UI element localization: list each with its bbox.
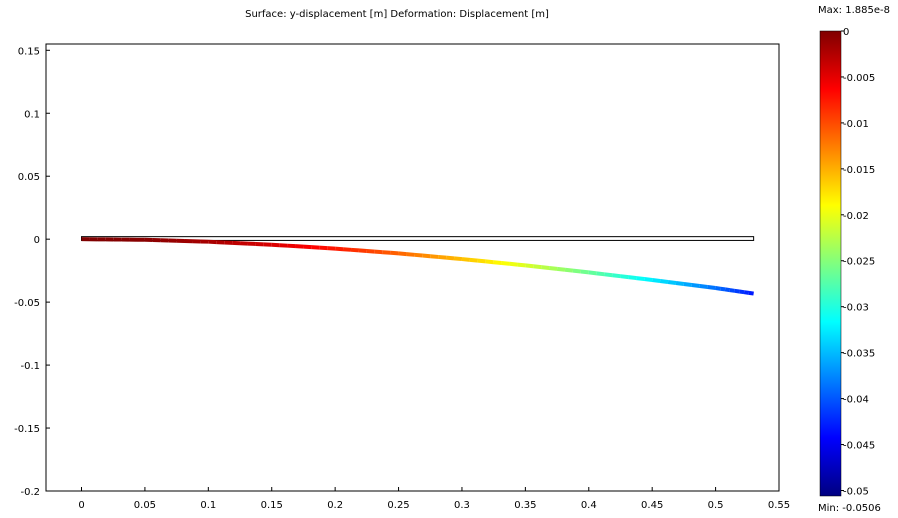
colorbar-tick-label: -0.01 <box>843 119 869 130</box>
y-tick-label: 0.05 <box>18 172 40 183</box>
beam-segment <box>580 269 589 275</box>
y-tick-label: -0.2 <box>20 487 40 498</box>
beam-segment <box>485 259 494 265</box>
beam-segment <box>612 273 621 279</box>
beam-segment <box>350 247 360 253</box>
beam-segment <box>334 246 344 252</box>
x-tick-label: 0.55 <box>768 500 790 511</box>
colorbar-tick-label: -0.025 <box>843 257 875 268</box>
beam-segment <box>707 285 716 291</box>
colorbar-max-label: Max: 1.885e-8 <box>818 5 890 16</box>
y-tick-label: -0.15 <box>14 424 40 435</box>
beam-segment <box>720 286 726 292</box>
beam-segment <box>540 265 550 270</box>
beam-segment <box>748 290 754 296</box>
beam-segment <box>469 257 479 263</box>
beam-segment <box>564 267 574 273</box>
beam-segment <box>724 287 731 293</box>
beam-segment <box>422 253 431 259</box>
beam-segment <box>493 260 502 265</box>
beam-segment <box>604 272 613 278</box>
beam-segment <box>548 266 558 271</box>
undeformed-outline <box>81 236 755 241</box>
x-tick-label: 0.45 <box>641 500 663 511</box>
beam-segment <box>414 252 423 258</box>
beam-segment <box>438 254 447 260</box>
colorbar-tick-label: -0.03 <box>843 303 869 314</box>
beam-segment <box>729 288 735 293</box>
beam-segment <box>445 255 455 261</box>
colorbar-tick-label: 0 <box>843 27 849 38</box>
deformed-beam <box>81 237 754 296</box>
colorbar-ticks: 0 -0.005 -0.01 -0.015 -0.02 -0.025 -0.03 -0.035… <box>841 27 875 497</box>
beam-segment <box>556 266 566 272</box>
beam-segment <box>572 268 582 274</box>
beam-segment <box>342 247 352 252</box>
beam-segment <box>533 264 542 270</box>
beam-segment <box>739 289 745 295</box>
x-tick-label: 0.5 <box>708 500 724 511</box>
beam-segment <box>358 248 367 253</box>
colorbar-tick-label: -0.05 <box>843 486 869 497</box>
x-tick-label: 0.2 <box>327 500 343 511</box>
y-tick-label: 0.1 <box>24 109 40 120</box>
colorbar-tick-label: -0.02 <box>843 211 869 222</box>
colorbar-tick-label: -0.04 <box>843 395 869 406</box>
beam-segment <box>667 279 677 285</box>
colorbar <box>819 30 842 497</box>
colorbar-tick-label: -0.035 <box>843 349 875 360</box>
beam-segment <box>596 271 605 277</box>
colorbar-tick-label: -0.045 <box>843 441 875 452</box>
beam-segment <box>366 249 375 254</box>
y-tick-label: -0.05 <box>14 298 40 309</box>
y-tick-label: -0.1 <box>20 361 40 372</box>
beam-segment <box>588 270 597 276</box>
beam-segment <box>691 283 700 288</box>
beam-segment <box>699 284 708 290</box>
beam-segment <box>374 249 383 255</box>
x-tick-label: 0.35 <box>514 500 536 511</box>
x-axis: 0 0.05 0.1 0.15 0.2 0.25 0.3 0.35 0.4 0.45 0.5 0.55 <box>78 487 790 511</box>
colorbar-tick-label: -0.005 <box>843 73 875 84</box>
beam-segment <box>390 250 399 256</box>
x-tick-label: 0.3 <box>454 500 470 511</box>
x-tick-label: 0.1 <box>200 500 216 511</box>
beam-segment <box>675 281 685 286</box>
beam-segment <box>406 252 415 257</box>
beam-segment <box>651 277 661 283</box>
beam-segment <box>477 258 486 264</box>
x-tick-label: 0.25 <box>387 500 409 511</box>
beam-segment <box>398 251 407 257</box>
beam-segment <box>517 262 526 268</box>
beam-segment <box>453 256 463 262</box>
beam-segment <box>525 263 534 269</box>
y-tick-label: 0 <box>34 235 40 246</box>
beam-segment <box>636 276 645 282</box>
beam-segment <box>430 254 439 259</box>
beam-segment <box>715 286 721 291</box>
chart-title: Surface: y-displacement [m] Deformation:… <box>245 9 549 20</box>
beam-segment <box>743 290 750 295</box>
beam-segment <box>683 282 693 287</box>
beam-segment <box>734 288 740 294</box>
beam-segment <box>659 278 669 284</box>
colorbar-tick-label: -0.015 <box>843 165 875 176</box>
beam-segment <box>509 261 518 267</box>
y-axis: 0.15 0.1 0.05 0 -0.05 -0.1 -0.15 -0.2 <box>14 46 50 498</box>
plot-frame <box>45 43 780 492</box>
y-tick-label: 0.15 <box>18 46 40 57</box>
beam-segment <box>382 250 391 255</box>
beam-segment <box>644 277 653 282</box>
x-tick-label: 0.4 <box>581 500 597 511</box>
beam-segment <box>628 275 637 281</box>
beam-segment <box>461 257 471 262</box>
colorbar-min-label: Min: -0.0506 <box>818 503 881 514</box>
beam-segment <box>620 274 629 280</box>
x-tick-label: 0.05 <box>134 500 156 511</box>
x-tick-label: 0.15 <box>261 500 283 511</box>
beam-segment <box>501 261 510 266</box>
x-tick-label: 0 <box>78 500 84 511</box>
